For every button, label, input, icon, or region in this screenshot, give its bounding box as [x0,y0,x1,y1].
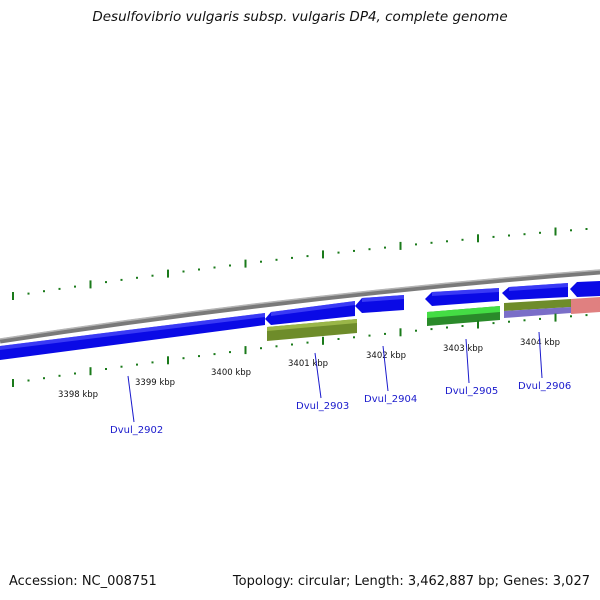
cds-next[interactable] [570,281,600,297]
gene-label-dvul-2902[interactable]: Dvul_2902 [110,425,163,436]
feature-pink[interactable] [571,297,600,314]
gene-label-dvul-2904[interactable]: Dvul_2904 [364,394,417,405]
kbp-label-3399: 3399 kbp [135,378,175,388]
kbp-label-3402: 3402 kbp [366,351,406,361]
kbp-label-3398: 3398 kbp [58,390,98,400]
gene-label-dvul-2903[interactable]: Dvul_2903 [296,401,349,412]
kbp-label-3403: 3403 kbp [443,344,483,354]
kbp-label-3400: 3400 kbp [211,368,251,378]
cds-track [0,281,600,360]
gene-label-dvul-2906[interactable]: Dvul_2906 [518,381,571,392]
genome-stats-text: Topology: circular; Length: 3,462,887 bp… [232,574,590,589]
accession-text: Accession: NC_008751 [9,574,157,589]
genome-backbone [0,269,600,344]
gene-label-dvul-2905[interactable]: Dvul_2905 [445,386,498,397]
gene-leaders [127,331,543,423]
feature-track [267,297,600,341]
gene-labels: Dvul_2902 Dvul_2903 Dvul_2904 Dvul_2905 … [110,381,571,436]
feature-purple[interactable] [504,307,571,318]
map-title: Desulfovibrio vulgaris subsp. vulgaris D… [92,9,508,25]
kbp-label-3401: 3401 kbp [288,359,328,369]
inner-tick-row [12,313,588,387]
outer-tick-row [12,227,588,300]
